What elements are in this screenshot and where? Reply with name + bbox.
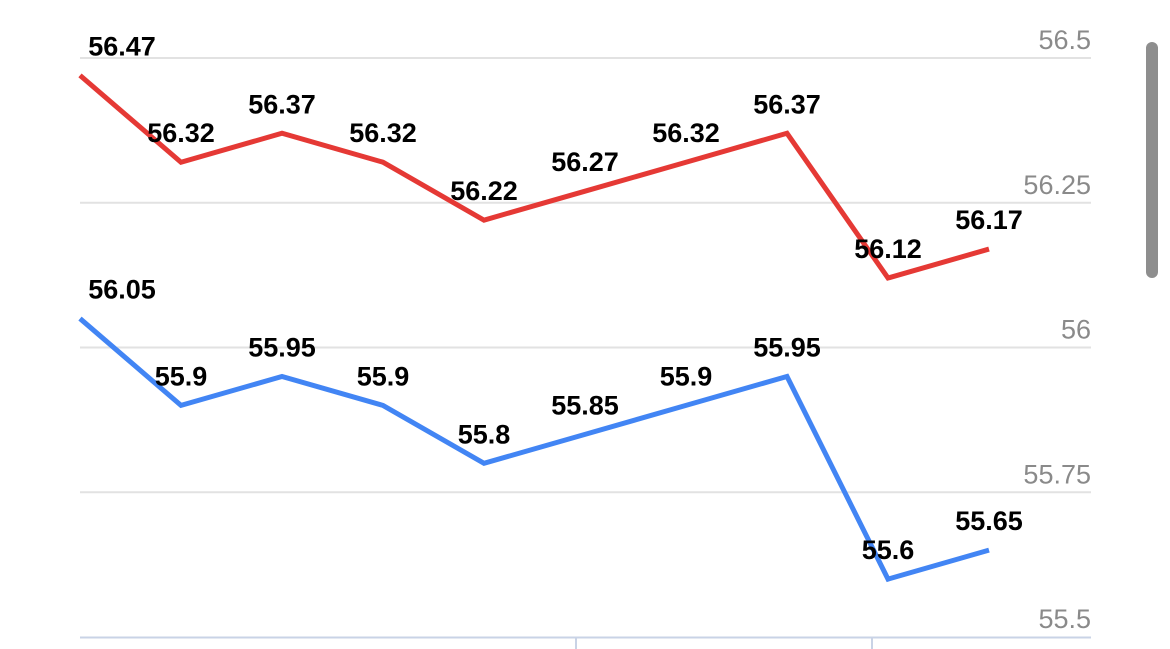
y-tick-label: 55.5 <box>1038 604 1091 634</box>
data-label: 55.8 <box>458 419 511 449</box>
data-label: 55.9 <box>357 361 410 391</box>
data-label: 56.27 <box>551 147 619 177</box>
scrollbar[interactable] <box>1146 42 1158 278</box>
data-label: 56.05 <box>88 275 156 305</box>
data-label: 56.22 <box>450 176 518 206</box>
data-label: 56.37 <box>753 89 821 119</box>
data-label: 56.37 <box>248 89 316 119</box>
y-tick-label: 56.5 <box>1038 25 1091 55</box>
data-label: 55.6 <box>862 535 915 565</box>
data-label: 55.9 <box>155 361 208 391</box>
data-label: 55.9 <box>660 361 713 391</box>
data-label: 55.85 <box>551 390 619 420</box>
y-tick-label: 56.25 <box>1023 170 1091 200</box>
data-label: 56.12 <box>854 234 922 264</box>
series-line <box>78 316 990 583</box>
data-label: 55.95 <box>753 332 821 362</box>
data-label: 56.32 <box>349 118 417 148</box>
data-label: 55.95 <box>248 332 316 362</box>
data-label: 56.32 <box>147 118 215 148</box>
data-label: 56.17 <box>955 205 1023 235</box>
data-label: 56.32 <box>652 118 720 148</box>
data-label: 55.65 <box>955 506 1023 536</box>
data-label: 56.47 <box>88 31 156 61</box>
y-tick-label: 55.75 <box>1023 459 1091 489</box>
y-tick-label: 56 <box>1061 315 1091 345</box>
series-line <box>78 73 990 281</box>
